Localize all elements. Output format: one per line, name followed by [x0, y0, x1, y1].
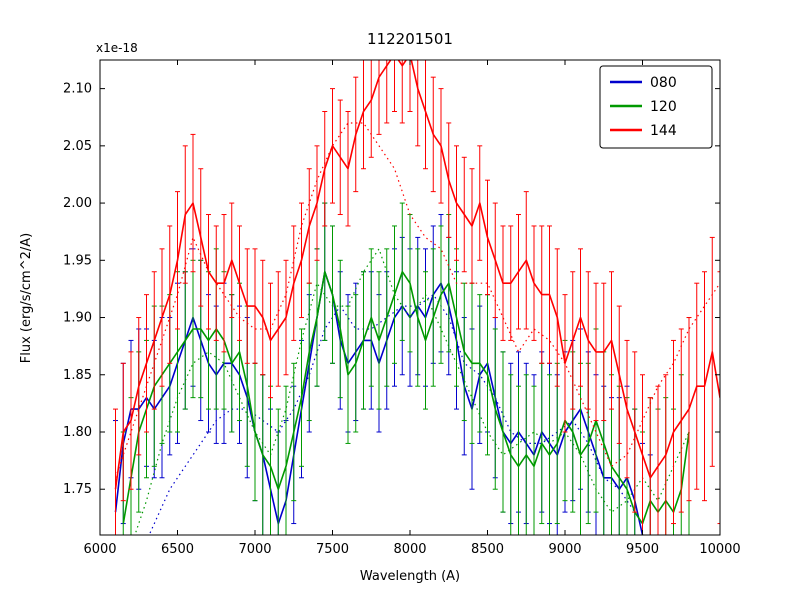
x-tick-label: 8500 [471, 542, 504, 557]
series-line-120-dotted [134, 248, 690, 535]
series-line-144-dotted [114, 122, 720, 478]
y-offset-label: x1e-18 [96, 41, 138, 55]
y-tick-label: 1.85 [63, 368, 92, 383]
series-line-120 [122, 270, 690, 525]
x-axis-label: Wavelength (A) [360, 569, 460, 584]
series-120-dotted [134, 248, 690, 535]
series-layer [113, 60, 720, 535]
legend-label: 120 [650, 99, 677, 115]
axis-ticks: 6000 6500 7000 7500 8000 8500 9000 9500 10000 1.7… [63, 60, 741, 557]
series-line-144 [114, 60, 720, 490]
y-tick-label: 1.80 [63, 425, 92, 440]
y-tick-label: 1.75 [63, 482, 92, 497]
legend-box [599, 65, 713, 149]
x-tick-label: 10000 [699, 542, 740, 557]
x-tick-label: 7500 [316, 542, 349, 557]
series-144 [113, 60, 720, 535]
chart-render-layer: 6000 6500 7000 7500 8000 8500 9000 9500 10000 1.7… [63, 59, 741, 557]
chart-title: 112201501 [367, 30, 453, 48]
x-tick-label: 6500 [161, 542, 194, 557]
series-144-dotted [114, 122, 720, 478]
x-tick-label: 9500 [626, 542, 659, 557]
y-tick-label: 1.95 [63, 253, 92, 268]
y-tick-label: 2.00 [63, 196, 92, 211]
x-tick-label: 8000 [393, 542, 426, 557]
y-axis-label: Flux (erg/s/cm^2/A) [19, 233, 34, 363]
y-tick-label: 2.10 [63, 82, 92, 97]
legend: 080 120 144 [599, 65, 713, 149]
legend-label: 144 [650, 123, 677, 139]
series-line-080 [114, 270, 644, 535]
y-tick-label: 2.05 [63, 139, 92, 154]
x-tick-label: 6000 [83, 542, 116, 557]
x-tick-label: 7000 [238, 542, 271, 557]
legend-label: 080 [650, 75, 677, 91]
y-tick-label: 1.90 [63, 311, 92, 326]
x-tick-label: 9000 [548, 542, 581, 557]
